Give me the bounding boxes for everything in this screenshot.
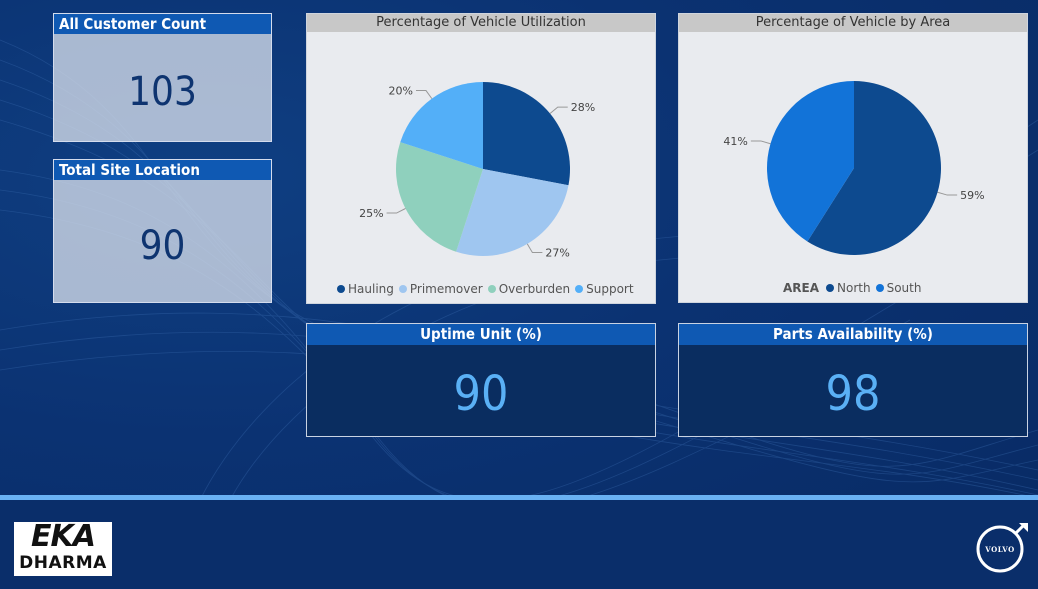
utilization-slice-hauling[interactable] xyxy=(483,82,570,186)
volvo-logo-text: VOLVO xyxy=(984,545,1014,554)
utilization-data-label: 25% xyxy=(359,207,383,220)
uptime-value: 90 xyxy=(453,366,509,422)
utilization-legend-marker xyxy=(337,284,345,293)
area-legend-marker xyxy=(826,283,835,292)
utilization-slice-overburden[interactable] xyxy=(396,142,483,252)
customer-count-title: All Customer Count xyxy=(54,14,271,34)
utilization-legend-item-primemover[interactable]: Primemover xyxy=(394,282,483,296)
volvo-logo: VOLVO xyxy=(976,522,1028,573)
utilization-legend-item-overburden[interactable]: Overburden xyxy=(483,282,570,296)
vehicle-area-legend: AREA North South xyxy=(783,281,921,295)
area-slice-south[interactable] xyxy=(767,80,854,242)
footer-separator xyxy=(0,495,1038,500)
utilization-legend-label: Overburden xyxy=(498,282,571,296)
uptime-card: Uptime Unit (%) 90 xyxy=(306,323,656,437)
area-leader-line xyxy=(937,191,958,196)
area-legend-item-north[interactable]: North xyxy=(821,281,871,295)
eka-dharma-logo: EKA DHARMA xyxy=(13,521,113,577)
utilization-legend-marker xyxy=(487,284,496,293)
vehicle-utilization-chart: Percentage of Vehicle Utilization 28% 27%… xyxy=(306,13,656,304)
parts-availability-value: 98 xyxy=(825,366,881,422)
utilization-legend-item-support[interactable]: Support xyxy=(570,282,634,296)
utilization-leader-line xyxy=(386,208,406,214)
customer-count-value: 103 xyxy=(128,69,197,115)
utilization-legend-label: Primemover xyxy=(409,282,483,296)
utilization-leader-line xyxy=(549,106,568,114)
area-leader-line xyxy=(750,140,771,145)
vehicle-utilization-title: Percentage of Vehicle Utilization xyxy=(307,14,655,32)
area-legend-marker xyxy=(875,283,884,292)
footer-bar xyxy=(0,500,1038,589)
utilization-slice-support[interactable] xyxy=(400,82,483,169)
area-legend-label: South xyxy=(886,281,922,295)
site-location-card: Total Site Location 90 xyxy=(53,159,272,303)
utilization-data-label: 20% xyxy=(389,85,413,98)
eka-logo-text: EKA xyxy=(31,519,96,554)
utilization-legend-marker xyxy=(398,284,407,293)
area-data-label: 41% xyxy=(723,135,747,148)
vehicle-area-title: Percentage of Vehicle by Area xyxy=(679,14,1027,32)
vehicle-area-pie: 59% 41% xyxy=(723,80,985,255)
site-location-title: Total Site Location xyxy=(54,160,271,180)
customer-count-card: All Customer Count 103 xyxy=(53,13,272,142)
vehicle-area-chart: Percentage of Vehicle by Area 59% 41% ARE… xyxy=(678,13,1028,303)
utilization-legend-item-hauling[interactable]: Hauling xyxy=(332,282,394,296)
utilization-leader-line xyxy=(415,90,433,99)
uptime-title: Uptime Unit (%) xyxy=(307,324,655,345)
utilization-data-label: 28% xyxy=(571,101,595,114)
area-legend-title: AREA xyxy=(783,281,820,295)
area-data-label: 59% xyxy=(960,189,984,202)
utilization-slice-primemover[interactable] xyxy=(456,169,569,256)
utilization-legend-label: Support xyxy=(586,282,634,296)
parts-availability-card: Parts Availability (%) 98 xyxy=(678,323,1028,437)
vehicle-utilization-pie: 28% 27% 25% 20% xyxy=(359,82,595,259)
utilization-leader-line xyxy=(526,243,543,253)
area-legend-label: North xyxy=(837,281,871,295)
dharma-logo-text: DHARMA xyxy=(19,553,107,573)
utilization-data-label: 27% xyxy=(545,246,569,259)
area-slice-north[interactable] xyxy=(807,81,941,255)
site-location-value: 90 xyxy=(139,223,186,269)
parts-availability-title: Parts Availability (%) xyxy=(679,324,1027,345)
area-legend-item-south[interactable]: South xyxy=(871,281,922,295)
utilization-legend-label: Hauling xyxy=(348,282,394,296)
vehicle-utilization-legend: Hauling Primemover Overburden Support xyxy=(332,282,634,296)
utilization-legend-marker xyxy=(575,284,584,293)
